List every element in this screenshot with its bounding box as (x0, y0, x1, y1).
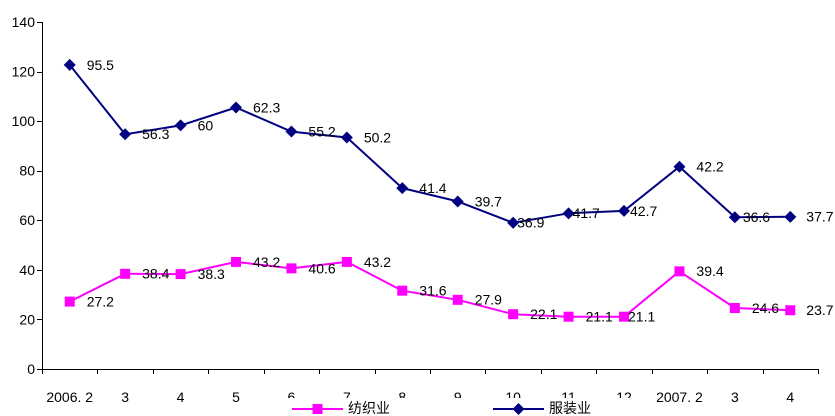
series-point-apparel (119, 128, 132, 141)
x-tick-label: 8 (398, 389, 406, 405)
axes: 0 20 40 60 80 100 120 140 (12, 14, 819, 377)
series-point-apparel (230, 101, 242, 114)
series-point-apparel (673, 160, 686, 173)
data-label-apparel: 41.7 (573, 205, 600, 221)
series-point-apparel (507, 216, 520, 229)
series-point-textile (674, 266, 685, 277)
data-label-apparel: 36.6 (743, 209, 770, 225)
x-tick-label: 2007. 2 (656, 389, 703, 405)
legend-label-textile: 纺织业 (348, 400, 390, 416)
series-point-textile (563, 311, 574, 322)
y-tick-label: 40 (19, 262, 35, 278)
data-label-textile: 38.3 (198, 266, 225, 282)
data-label-apparel: 62.3 (253, 99, 280, 115)
data-label-textile: 24.6 (752, 300, 779, 316)
series-point-textile (286, 263, 297, 274)
series-point-apparel (285, 125, 298, 138)
series-line-apparel (68, 64, 791, 224)
series-point-apparel (784, 210, 797, 223)
data-label-apparel: 39.7 (475, 193, 502, 209)
x-tick-label: 4 (177, 389, 185, 405)
data-label-apparel: 95.5 (87, 57, 114, 73)
y-tick-label: 0 (27, 361, 35, 377)
x-tick-label: 5 (232, 389, 240, 405)
series-point-textile (619, 311, 629, 322)
y-tick-label: 140 (12, 14, 36, 30)
series-point-textile (341, 256, 352, 267)
data-label-apparel: 41.4 (419, 180, 446, 196)
y-tick-label: 60 (19, 212, 35, 228)
data-label-textile: 40.6 (308, 260, 335, 276)
x-tick-label: 3 (731, 389, 739, 405)
series-point-apparel (396, 182, 409, 195)
series-point-textile (785, 305, 796, 316)
series-point-apparel (340, 131, 353, 144)
legend-label-apparel: 服装业 (549, 400, 591, 416)
y-tick-label: 20 (19, 311, 35, 327)
data-label-apparel: 55.2 (308, 123, 335, 139)
x-tick-label: 4 (786, 389, 794, 405)
data-label-textile: 43.2 (364, 254, 391, 270)
data-label-textile: 31.6 (419, 283, 446, 299)
data-label-apparel: 36.9 (517, 215, 544, 231)
series-point-textile (120, 268, 131, 279)
series-point-textile (452, 294, 463, 305)
series-point-textile (231, 256, 241, 267)
data-label-textile: 21.1 (586, 309, 613, 325)
series-point-textile (508, 309, 519, 320)
series-point-apparel (562, 207, 575, 220)
series-point-textile (729, 303, 740, 314)
data-label-textile: 27.2 (87, 293, 114, 309)
data-label-textile: 22.1 (530, 306, 557, 322)
y-tick-label: 120 (12, 63, 36, 79)
series-point-textile (175, 269, 186, 280)
data-label-textile: 27.9 (475, 292, 502, 308)
legend-swatch-marker (312, 404, 323, 414)
data-label-apparel: 60 (198, 117, 214, 133)
data-label-textile: 43.2 (253, 254, 280, 270)
series-point-apparel (618, 204, 630, 217)
series-point-apparel (451, 195, 464, 208)
x-tick-label: 3 (121, 389, 129, 405)
series-line-textile (69, 260, 791, 318)
data-labels: 27.2 38.4 38.3 43.2 40.6 43.2 31.6 27.9 22.1 21.1… (87, 57, 834, 325)
data-label-apparel: 42.2 (696, 159, 723, 175)
series-markers (63, 58, 797, 322)
y-tick-label: 100 (12, 113, 36, 129)
series-point-apparel (63, 58, 76, 71)
data-label-apparel: 56.3 (142, 126, 169, 142)
data-label-textile: 39.4 (696, 263, 723, 279)
y-tick-label: 80 (19, 163, 35, 179)
legend-item-apparel: 服装业 (493, 400, 591, 416)
legend-item-textile: 纺织业 (292, 400, 390, 416)
x-tick-label: 9 (454, 389, 462, 405)
data-label-apparel: 50.2 (364, 129, 391, 145)
data-label-textile: 21.1 (628, 309, 655, 325)
series-lines (68, 64, 791, 318)
x-tick-label: 7 (343, 389, 351, 405)
series-point-apparel (728, 211, 741, 224)
data-label-apparel: 42.7 (630, 203, 657, 219)
data-label-textile: 38.4 (142, 266, 169, 282)
data-label-apparel: 37.7 (806, 209, 833, 225)
x-tick-label: 6 (288, 389, 296, 405)
legend-swatch-marker (512, 403, 525, 415)
x-tick-label: 2006. 2 (46, 389, 93, 405)
data-label-textile: 23.7 (806, 302, 833, 318)
series-point-textile (64, 296, 75, 307)
legend-box (283, 398, 650, 416)
series-point-textile (397, 285, 408, 296)
series-point-apparel (174, 119, 187, 132)
legend: 纺织业 服装业 (283, 398, 650, 416)
